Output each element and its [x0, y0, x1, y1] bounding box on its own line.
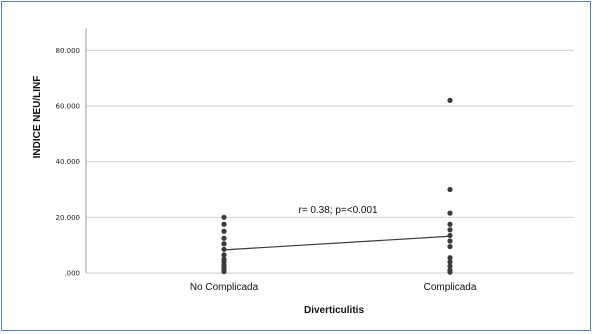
y-tick-label: 40.000	[56, 158, 81, 166]
data-point	[221, 246, 227, 252]
correlation-annotation: r= 0.38; p=<0.001	[298, 205, 378, 216]
y-tick-labels: .000 20.000 40.000 60.000 80.000	[56, 47, 81, 278]
data-point	[221, 214, 227, 220]
y-tick-label: .000	[64, 270, 80, 278]
y-axis-title: INDICE NEU/LINF	[32, 76, 43, 159]
x-category-label: No Complicada	[190, 282, 259, 293]
mean-line-layer	[223, 235, 451, 251]
data-point	[221, 241, 227, 247]
data-point	[221, 252, 227, 258]
data-point	[447, 221, 453, 227]
data-point	[447, 97, 453, 103]
data-point	[447, 232, 453, 239]
y-tick-label: 60.000	[56, 102, 81, 110]
x-category-label: Complicada	[424, 282, 477, 293]
y-tick-label: 20.000	[56, 214, 81, 222]
x-axis-title: Diverticulitis	[304, 305, 364, 316]
data-point	[447, 186, 453, 193]
data-point	[221, 221, 227, 227]
data-point	[447, 259, 453, 265]
data-point	[221, 235, 227, 241]
data-point	[221, 228, 227, 234]
data-point	[447, 243, 453, 250]
data-point	[447, 255, 453, 261]
data-point	[447, 227, 453, 233]
x-category-labels: No Complicada Complicada	[190, 282, 477, 293]
data-point	[447, 269, 453, 275]
mean-line	[223, 235, 451, 251]
gridlines	[86, 49, 574, 274]
data-point	[447, 210, 453, 216]
data-point	[447, 238, 453, 244]
data-points	[221, 97, 453, 275]
data-point	[447, 263, 453, 269]
data-point	[221, 269, 227, 275]
y-tick-label: 80.000	[56, 47, 81, 55]
